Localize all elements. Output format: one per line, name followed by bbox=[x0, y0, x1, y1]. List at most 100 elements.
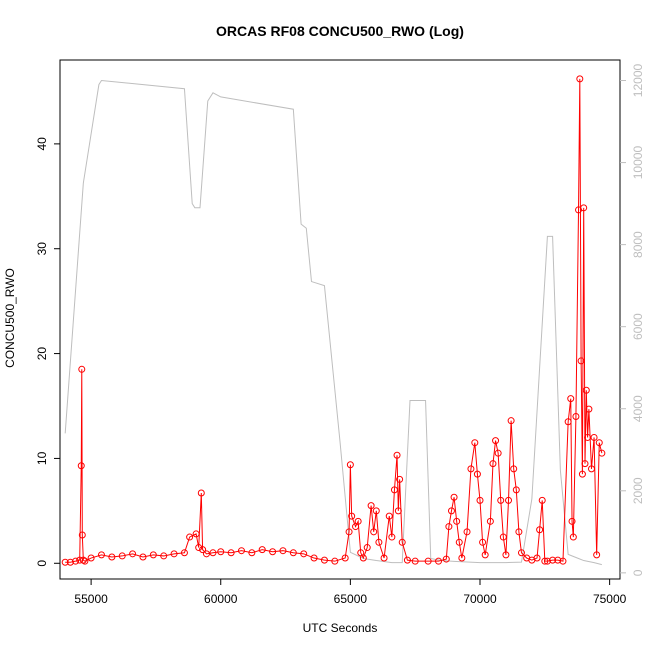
data-point bbox=[467, 465, 475, 473]
data-point bbox=[363, 544, 371, 552]
data-point bbox=[78, 531, 86, 539]
data-point bbox=[393, 451, 401, 459]
data-point bbox=[447, 507, 455, 515]
y2-tick-label: 8000 bbox=[631, 231, 645, 258]
data-point bbox=[149, 551, 157, 559]
data-point bbox=[398, 538, 406, 546]
data-point bbox=[494, 449, 502, 457]
data-point bbox=[517, 549, 525, 557]
data-point bbox=[489, 460, 497, 468]
y2-tick-label: 12000 bbox=[631, 64, 645, 98]
data-point bbox=[388, 533, 396, 541]
x-tick-label: 70000 bbox=[463, 592, 497, 606]
data-point bbox=[367, 502, 375, 510]
data-point bbox=[505, 496, 513, 504]
primary-y-axis: 0 10 20 30 40 bbox=[35, 137, 60, 567]
secondary-y-axis: 0 2000 4000 6000 8000 10000 12000 bbox=[620, 64, 645, 576]
x-tick-label: 55000 bbox=[74, 592, 108, 606]
data-point bbox=[195, 544, 203, 552]
data-point bbox=[499, 533, 507, 541]
data-point bbox=[87, 554, 95, 562]
data-point bbox=[227, 549, 235, 557]
data-point bbox=[372, 507, 380, 515]
data-point bbox=[479, 538, 487, 546]
data-point bbox=[541, 557, 549, 565]
data-point bbox=[515, 528, 523, 536]
data-point bbox=[160, 552, 168, 560]
data-point bbox=[199, 546, 207, 554]
x-tick-label: 60000 bbox=[204, 592, 238, 606]
data-point bbox=[595, 439, 603, 447]
data-point bbox=[507, 417, 515, 425]
data-point bbox=[385, 512, 393, 520]
data-point bbox=[217, 548, 225, 556]
data-point bbox=[390, 486, 398, 494]
data-point bbox=[209, 549, 217, 557]
data-point bbox=[61, 558, 69, 566]
data-point bbox=[345, 528, 353, 536]
data-point bbox=[424, 557, 432, 565]
data-point bbox=[375, 538, 383, 546]
x-tick-label: 65000 bbox=[334, 592, 368, 606]
y-tick-label: 20 bbox=[35, 347, 49, 361]
data-point bbox=[455, 538, 463, 546]
data-point bbox=[543, 557, 551, 565]
primary-series-line bbox=[65, 78, 603, 563]
data-point bbox=[66, 558, 74, 566]
data-point bbox=[192, 530, 200, 538]
data-point bbox=[258, 546, 266, 554]
data-point bbox=[569, 533, 577, 541]
data-point bbox=[576, 75, 584, 83]
data-point bbox=[77, 462, 85, 470]
data-point bbox=[139, 553, 147, 561]
data-point bbox=[346, 461, 354, 469]
data-point bbox=[394, 507, 402, 515]
data-point bbox=[118, 552, 126, 560]
data-point bbox=[197, 489, 205, 497]
y-tick-label: 30 bbox=[35, 242, 49, 256]
data-point bbox=[170, 550, 178, 558]
x-tick-label: 75000 bbox=[593, 592, 627, 606]
data-point bbox=[567, 395, 575, 403]
data-point bbox=[581, 460, 589, 468]
data-point bbox=[572, 412, 580, 420]
data-point bbox=[492, 437, 500, 445]
data-point bbox=[186, 533, 194, 541]
data-point bbox=[289, 549, 297, 557]
y-tick-label: 0 bbox=[35, 560, 49, 567]
data-point bbox=[76, 556, 84, 564]
data-point bbox=[380, 554, 388, 562]
data-point bbox=[598, 449, 606, 457]
x-axis: 55000 60000 65000 70000 75000 bbox=[74, 579, 627, 606]
data-point bbox=[202, 550, 210, 558]
chart-title: ORCAS RF08 CONCU500_RWO (Log) bbox=[216, 23, 464, 39]
data-point bbox=[585, 405, 593, 413]
data-point bbox=[411, 557, 419, 565]
data-point bbox=[450, 493, 458, 501]
data-point bbox=[502, 551, 510, 559]
data-point bbox=[580, 204, 588, 212]
data-point bbox=[554, 556, 562, 564]
data-point bbox=[568, 517, 576, 525]
data-point bbox=[559, 557, 567, 565]
data-point bbox=[471, 439, 479, 447]
data-point bbox=[435, 557, 443, 565]
data-point bbox=[577, 357, 585, 365]
data-point bbox=[442, 555, 450, 563]
data-point bbox=[549, 556, 557, 564]
data-point bbox=[590, 433, 598, 441]
y2-tick-label: 2000 bbox=[631, 477, 645, 504]
data-point bbox=[81, 557, 89, 565]
data-point bbox=[536, 526, 544, 534]
data-point bbox=[237, 547, 245, 555]
data-point bbox=[510, 465, 518, 473]
data-point bbox=[486, 517, 494, 525]
data-point bbox=[359, 554, 367, 562]
data-point bbox=[533, 554, 541, 562]
y2-tick-label: 4000 bbox=[631, 395, 645, 422]
data-point bbox=[403, 556, 411, 564]
data-point bbox=[453, 517, 461, 525]
plot-frame bbox=[59, 59, 621, 580]
data-point bbox=[497, 496, 505, 504]
x-axis-label: UTC Seconds bbox=[303, 621, 378, 635]
